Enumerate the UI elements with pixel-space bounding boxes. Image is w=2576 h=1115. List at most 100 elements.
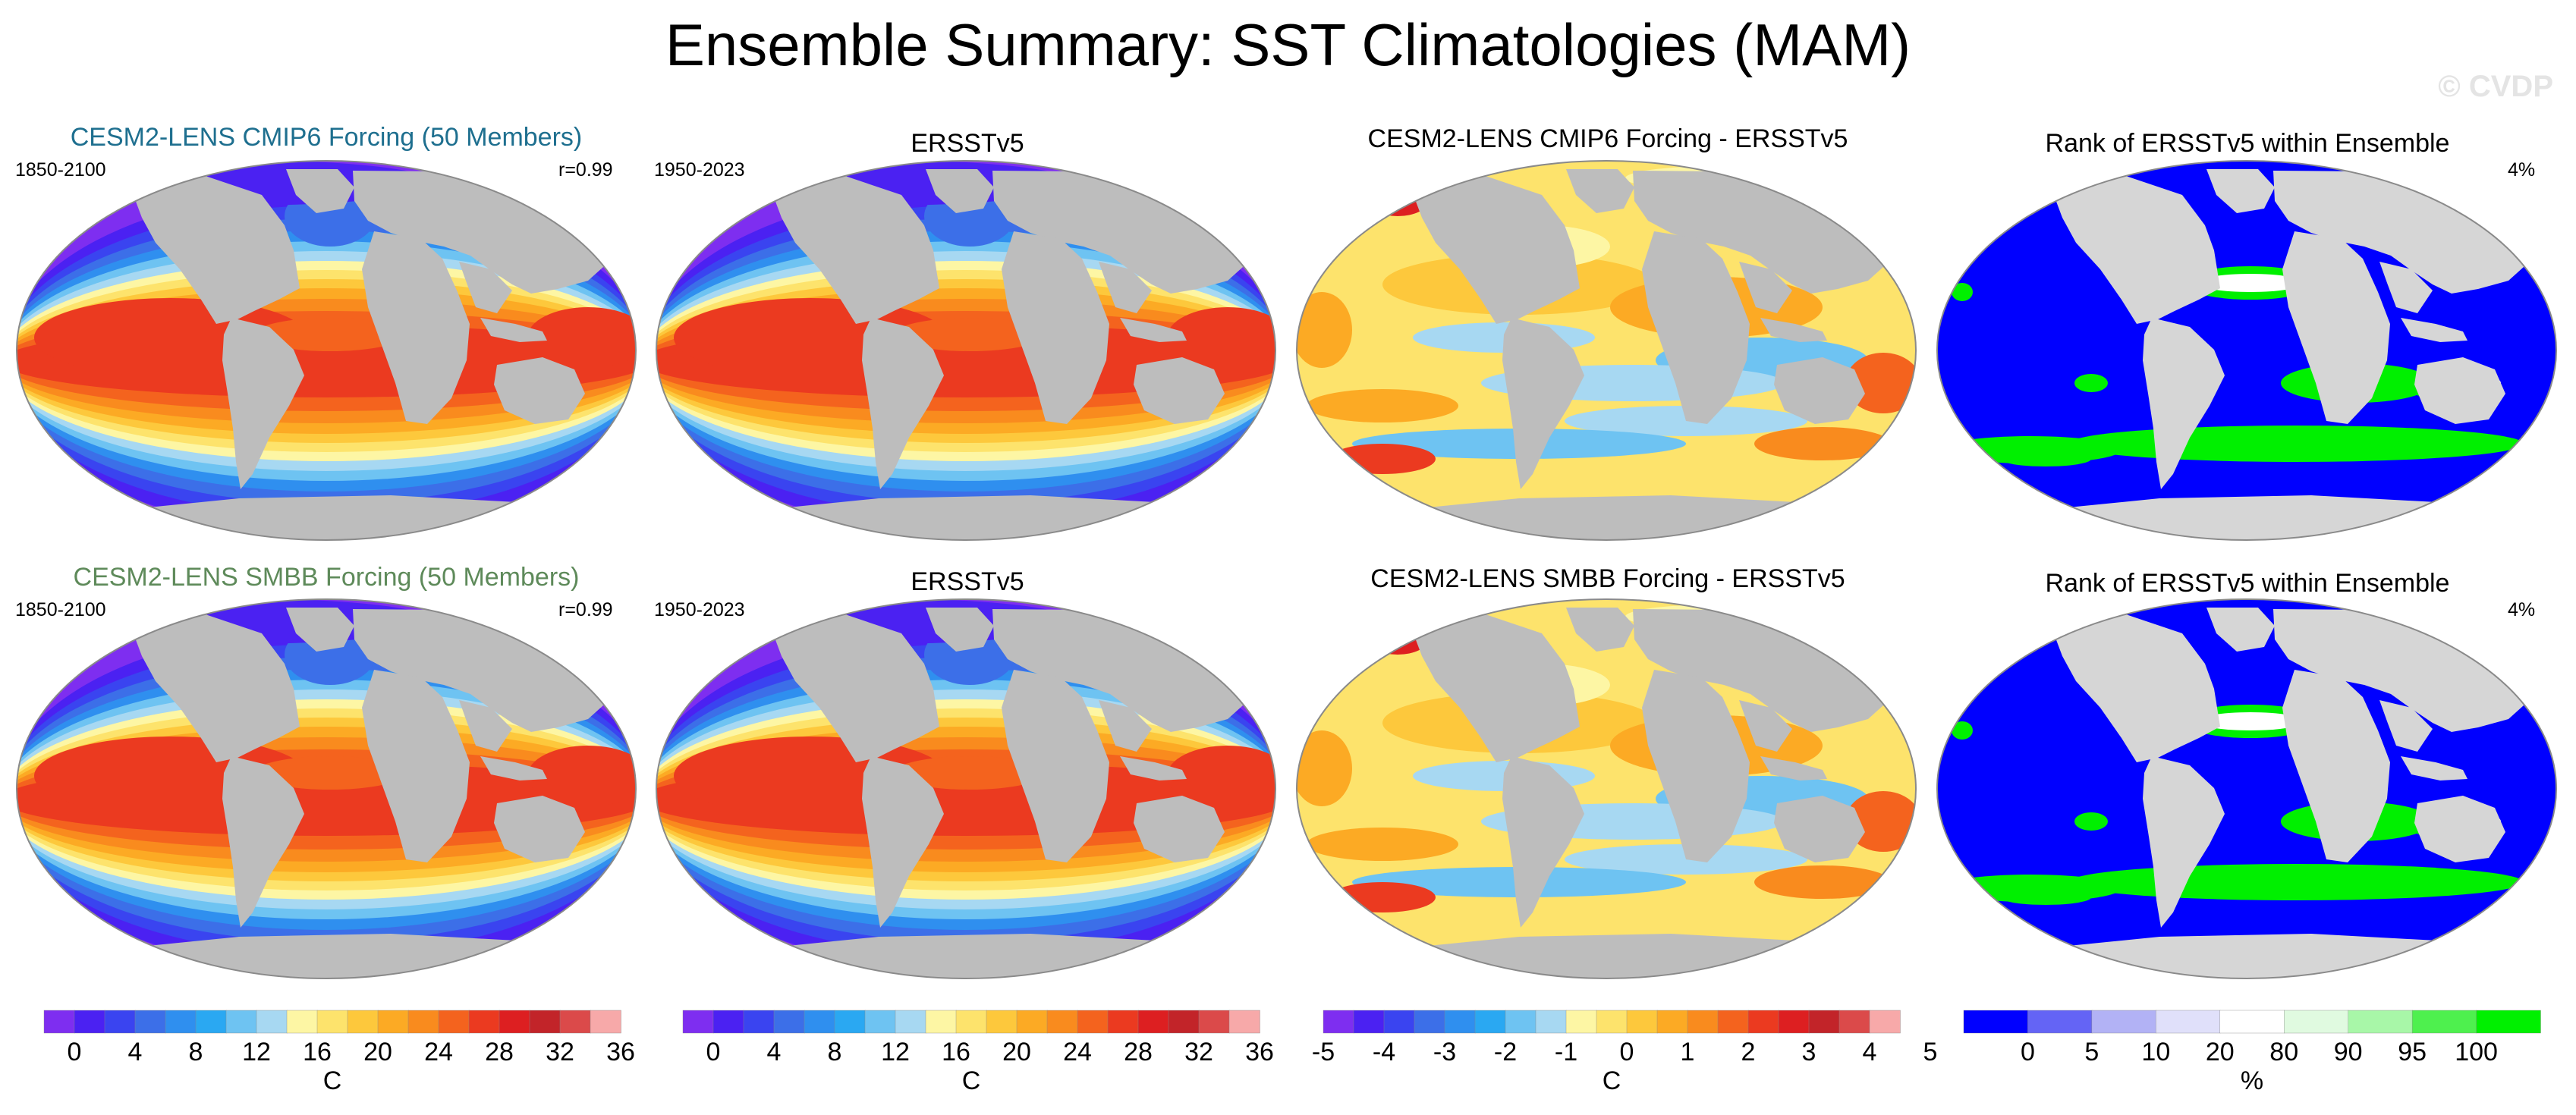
land-australia — [1134, 357, 1225, 424]
diff-anomaly-blob — [1329, 444, 1436, 474]
figure-title: Ensemble Summary: SST Climatologies (MAM… — [665, 11, 1911, 78]
colorbar-tick-label: 0 — [1620, 1038, 1634, 1066]
warm-pool-pacific-west — [1167, 746, 1275, 806]
land-indonesia — [1760, 318, 1827, 342]
colorbar-tick-label: 4 — [767, 1038, 782, 1066]
colorbar-swatch — [925, 1010, 957, 1034]
diff-anomaly-blob — [1297, 292, 1352, 368]
colorbar-tick-label: 1 — [1681, 1038, 1695, 1066]
colorbar-swatch — [2156, 1010, 2221, 1034]
land-australia — [2414, 357, 2505, 424]
colorbar-swatch — [1963, 1010, 2029, 1034]
land-north-america — [765, 171, 939, 324]
map-outline — [1936, 160, 2557, 541]
land-south-america — [1502, 756, 1584, 928]
colorbar-swatch — [407, 1010, 439, 1034]
colorbar-swatch — [2091, 1010, 2157, 1034]
land-greenland — [286, 169, 354, 213]
colorbar-tick-label: 0 — [68, 1038, 82, 1066]
diff-panel-title-row2: CESM2-LENS SMBB Forcing - ERSSTv5 — [1370, 564, 1845, 593]
diff-anomaly-blob — [1754, 865, 1891, 899]
colorbar-tick-label: 20 — [363, 1038, 392, 1066]
colorbar-swatch — [286, 1010, 318, 1034]
land-africa — [1002, 670, 1109, 862]
colorbar-swatch — [225, 1010, 257, 1034]
colorbar-swatch — [590, 1010, 621, 1034]
land-arabia-india — [459, 262, 512, 313]
map-outline — [1296, 598, 1917, 979]
colorbar-swatch — [2411, 1010, 2477, 1034]
colorbar-tick-label: 24 — [424, 1038, 453, 1066]
colorbar-tick-label: 8 — [189, 1038, 203, 1066]
colorbar-swatch — [1626, 1010, 1658, 1034]
land-arabia-india — [1739, 262, 1792, 313]
colorbar-swatch — [1077, 1010, 1109, 1034]
colorbar-swatch — [1474, 1010, 1506, 1034]
colorbar-sst-2: 0 4 8 12 16 20 24 28 32 36 C — [682, 1010, 1274, 1095]
land-arabia-india — [2379, 700, 2433, 752]
colorbar-swatch — [1565, 1010, 1597, 1034]
cvdp-watermark: © CVDP — [2438, 70, 2553, 103]
colorbar-tick-label: 32 — [1184, 1038, 1213, 1066]
colorbar-swatch — [743, 1010, 775, 1034]
land-greenland — [2206, 169, 2275, 213]
colorbar-swatch — [1505, 1010, 1536, 1034]
land-south-america — [2143, 756, 2225, 928]
ensemble-years-row1: 1850-2100 — [15, 159, 106, 181]
colorbar-tick-label: 4 — [1863, 1038, 1877, 1066]
rank-region — [2074, 812, 2108, 831]
colorbar-tick-label: 0 — [706, 1038, 721, 1066]
rank-background — [1937, 161, 2556, 540]
land-north-america — [125, 609, 300, 762]
map-rank-row2 — [1932, 594, 2562, 984]
rank-region — [2000, 890, 2091, 905]
colorbar-swatch — [1656, 1010, 1688, 1034]
colorbar-swatch — [2284, 1010, 2349, 1034]
colorbar-tick-label: 16 — [942, 1038, 970, 1066]
colorbar-tick-label: 36 — [1245, 1038, 1274, 1066]
land-africa — [2282, 231, 2390, 424]
colorbar-swatch — [1383, 1010, 1415, 1034]
pattern-corr-row1: r=0.99 — [558, 159, 613, 181]
colorbar-unit-label: C — [323, 1066, 342, 1095]
colorbar-swatch — [955, 1010, 987, 1034]
colorbar-tick-label: 5 — [1923, 1038, 1938, 1066]
land-greenland — [286, 608, 354, 652]
rank-pct-row1: 4% — [2508, 159, 2536, 181]
colorbar-swatch — [559, 1010, 591, 1034]
colorbar-swatch — [864, 1010, 896, 1034]
map-rank-row1 — [1932, 155, 2562, 545]
land-north-america — [2046, 609, 2220, 762]
colorbar-tick-label: 16 — [303, 1038, 332, 1066]
colorbar-swatch — [43, 1010, 75, 1034]
map-outline — [16, 160, 637, 541]
colorbar-swatch — [256, 1010, 288, 1034]
colorbar-tick-label: 2 — [1741, 1038, 1756, 1066]
colorbar-swatch — [1687, 1010, 1719, 1034]
map-diff-row1 — [1291, 155, 1921, 545]
colorbar-tick-label: 8 — [828, 1038, 842, 1066]
colorbar-unit-label: % — [2241, 1066, 2263, 1095]
colorbar-swatch — [1747, 1010, 1779, 1034]
colorbar-swatch — [1717, 1010, 1749, 1034]
colorbar-swatch — [134, 1010, 166, 1034]
map-obs-row2 — [651, 594, 1281, 984]
land-arabia-india — [1099, 262, 1152, 313]
colorbar-swatch — [165, 1010, 197, 1034]
colorbar-swatch — [316, 1010, 348, 1034]
colorbar-swatch — [347, 1010, 379, 1034]
land-indonesia — [2401, 318, 2467, 342]
land-africa — [2282, 670, 2390, 862]
colorbar-tick-label: -1 — [1555, 1038, 1577, 1066]
colorbar-swatch — [1414, 1010, 1445, 1034]
colorbar-sst-1: 0 4 8 12 16 20 24 28 32 36 C — [43, 1010, 635, 1095]
land-africa — [362, 670, 470, 862]
colorbar-tick-label: 90 — [2334, 1038, 2363, 1066]
colorbar-swatch — [195, 1010, 227, 1034]
land-indonesia — [2401, 756, 2467, 780]
colorbar-swatch — [986, 1010, 1018, 1034]
rank-panel-title-row1: Rank of ERSSTv5 within Ensemble — [2045, 129, 2450, 158]
colorbar-unit-label: C — [962, 1066, 981, 1095]
obs-panel-title-row2: ERSSTv5 — [911, 567, 1024, 596]
land-indonesia — [1760, 756, 1827, 780]
